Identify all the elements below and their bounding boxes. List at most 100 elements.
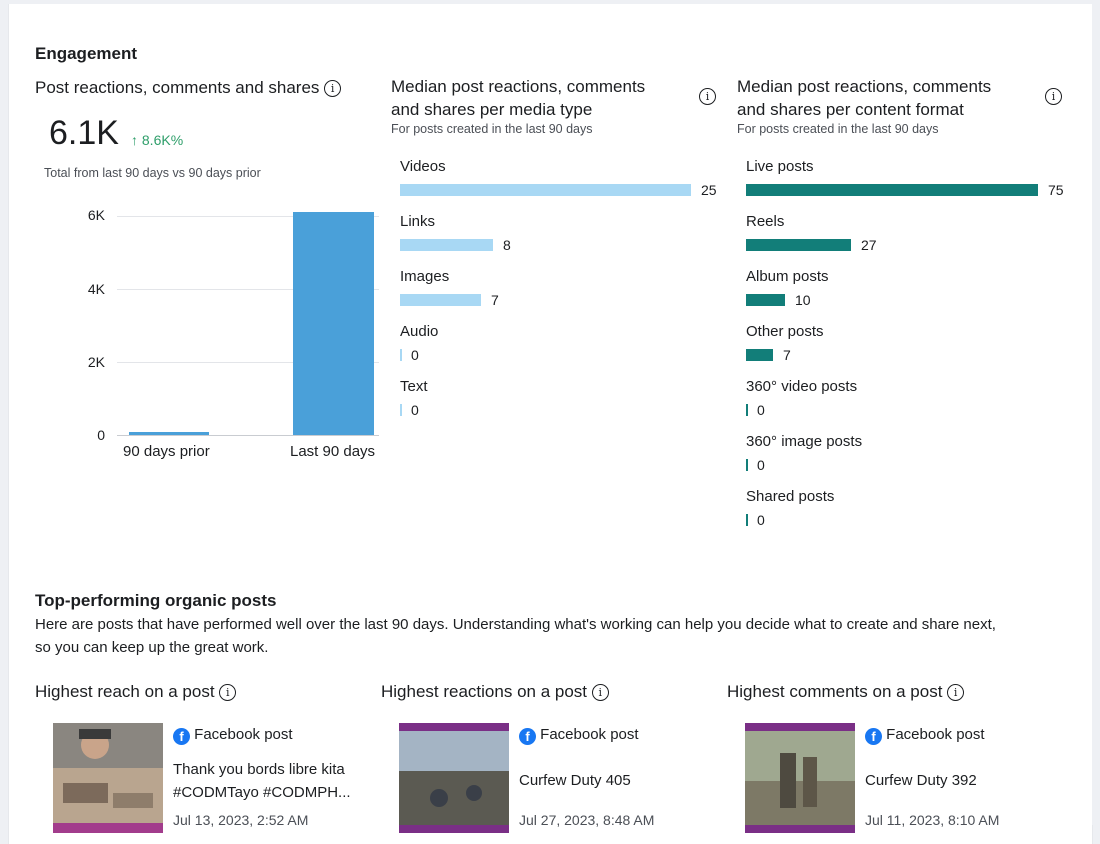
top-posts-heading: Top-performing organic posts	[35, 591, 277, 610]
bar-category-label: 360° video posts	[746, 378, 858, 395]
total-engagement-title: Post reactions, comments and shares i	[35, 76, 342, 99]
highest-comments-title-text: Highest comments on a post	[727, 682, 943, 701]
bar-album-posts[interactable]	[746, 294, 785, 306]
bar-value-label: 0	[411, 402, 419, 418]
info-icon[interactable]: i	[947, 684, 965, 701]
x-tick-label: Last 90 days	[290, 443, 376, 460]
post-date: Jul 11, 2023, 8:10 AM	[865, 812, 1000, 828]
chart-bar-90-days-prior[interactable]	[129, 432, 209, 435]
content-format-title-line1: Median post reactions, comments	[737, 77, 992, 96]
post-thumbnail[interactable]	[53, 723, 163, 833]
bar-videos[interactable]	[400, 184, 691, 196]
info-icon[interactable]: i	[324, 80, 342, 97]
bar-value-label: 0	[757, 457, 765, 473]
top-posts-description-line2: so you can keep up the great work.	[35, 639, 269, 656]
post-text-line1: Thank you bords libre kita	[173, 761, 345, 778]
top-posts-description: Here are posts that have performed well …	[35, 613, 1075, 659]
content-format-subtitle: For posts created in the last 90 days	[737, 122, 939, 136]
bar-category-label: Shared posts	[746, 488, 835, 505]
bar-category-label: Album posts	[746, 268, 829, 285]
gridline	[117, 289, 379, 290]
y-tick-label: 2K	[87, 354, 105, 370]
facebook-icon: f	[173, 728, 190, 745]
bar-category-label: Live posts	[746, 158, 814, 175]
engagement-heading: Engagement	[35, 44, 138, 63]
bar-value-label: 0	[757, 402, 765, 418]
bar-value-label: 10	[795, 292, 811, 308]
y-tick-label: 4K	[87, 281, 105, 297]
info-icon[interactable]: i	[699, 88, 716, 105]
delta-badge: ↑ 8.6K%	[131, 132, 183, 148]
post-type: f Facebook post	[865, 726, 985, 745]
bar-category-label: Videos	[400, 158, 446, 175]
bar-category-label: 360° image posts	[746, 433, 863, 450]
post-text-line2: #CODMTayo #CODMPH...	[173, 784, 351, 801]
bar-text[interactable]	[400, 404, 402, 416]
highest-reach-title-text: Highest reach on a post	[35, 682, 215, 701]
post-type-label: Facebook post	[886, 726, 985, 743]
y-tick-label: 6K	[87, 207, 105, 223]
bar-category-label: Images	[400, 268, 450, 285]
bar-category-label: Audio	[400, 323, 439, 340]
highest-reactions-title: Highest reactions on a post i	[381, 682, 609, 702]
insights-card: Engagement Post reactions, comments and …	[8, 4, 1093, 844]
post-text[interactable]: Curfew Duty 405	[519, 769, 709, 792]
chart-bar-last-90-days[interactable]	[293, 212, 374, 435]
total-engagement-title-text: Post reactions, comments and shares	[35, 78, 320, 97]
facebook-icon: f	[519, 728, 536, 745]
facebook-icon: f	[865, 728, 882, 745]
post-text-line1: Curfew Duty 405	[519, 772, 631, 789]
media-type-title-line2: and shares per media type	[391, 100, 593, 119]
bar-value-label: 27	[861, 237, 877, 253]
bar-category-label: Reels	[746, 213, 785, 230]
post-type-label: Facebook post	[540, 726, 639, 743]
post-thumbnail[interactable]	[399, 723, 509, 833]
post-type: f Facebook post	[173, 726, 293, 745]
highest-reactions-title-text: Highest reactions on a post	[381, 682, 588, 701]
gridline	[117, 216, 379, 217]
bar-category-label: Links	[400, 213, 436, 230]
bar-shared-posts[interactable]	[746, 514, 748, 526]
post-text[interactable]: Curfew Duty 392	[865, 769, 1055, 792]
bar-360-image-posts[interactable]	[746, 459, 748, 471]
bar-value-label: 7	[491, 292, 499, 308]
x-axis-line	[117, 435, 379, 436]
post-thumbnail[interactable]	[745, 723, 855, 833]
scrollbar[interactable]	[1092, 0, 1100, 825]
post-type: f Facebook post	[519, 726, 639, 745]
post-date: Jul 27, 2023, 8:48 AM	[519, 812, 655, 828]
info-icon[interactable]: i	[1045, 88, 1062, 105]
bar-links[interactable]	[400, 239, 493, 251]
bar-images[interactable]	[400, 294, 481, 306]
bar-other-posts[interactable]	[746, 349, 773, 361]
bar-value-label: 0	[411, 347, 419, 363]
bar-value-label: 75	[1048, 182, 1064, 198]
y-tick-label: 0	[97, 427, 105, 443]
bar-audio[interactable]	[400, 349, 402, 361]
arrow-up-icon: ↑	[131, 132, 138, 148]
highest-reach-title: Highest reach on a post i	[35, 682, 237, 702]
media-type-subtitle: For posts created in the last 90 days	[391, 122, 593, 136]
x-tick-label: 90 days prior	[123, 443, 210, 460]
post-type-label: Facebook post	[194, 726, 293, 743]
delta-value: 8.6K%	[141, 132, 184, 148]
top-posts-description-line1: Here are posts that have performed well …	[35, 616, 996, 633]
bar-category-label: Other posts	[746, 323, 824, 340]
bar-reels[interactable]	[746, 239, 851, 251]
content-format-title-line2: and shares per content format	[737, 100, 964, 119]
bar-value-label: 7	[783, 347, 791, 363]
media-type-title-line1: Median post reactions, comments	[391, 77, 646, 96]
gridline	[117, 362, 379, 363]
bar-value-label: 8	[503, 237, 511, 253]
bar-live-posts[interactable]	[746, 184, 1038, 196]
info-icon[interactable]: i	[219, 684, 237, 701]
info-icon[interactable]: i	[591, 684, 609, 701]
bar-value-label: 0	[757, 512, 765, 528]
highest-comments-title: Highest comments on a post i	[727, 682, 965, 702]
total-engagement-value: 6.1K	[49, 114, 119, 152]
post-date: Jul 13, 2023, 2:52 AM	[173, 812, 309, 828]
bar-360-video-posts[interactable]	[746, 404, 748, 416]
bar-category-label: Text	[400, 378, 428, 395]
total-engagement-caption: Total from last 90 days vs 90 days prior	[44, 166, 261, 180]
post-text[interactable]: Thank you bords libre kita #CODMTayo #CO…	[173, 758, 363, 804]
